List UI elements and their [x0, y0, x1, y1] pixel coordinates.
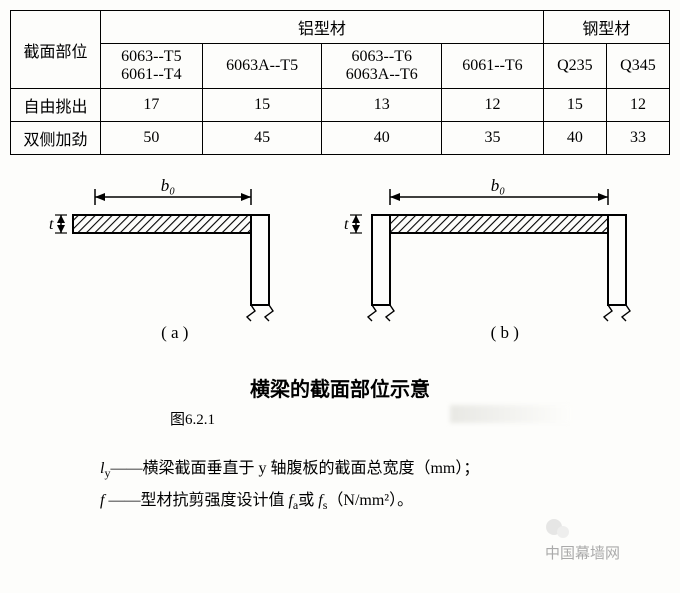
figure-number: 图6.2.1	[170, 408, 670, 429]
col-h-0: 6063--T56061--T4	[101, 44, 203, 89]
def-f: f ——型材抗剪强度设计值 fa或 fs（N/mm²）。	[100, 485, 670, 517]
diagram-row: b₀ t b₀ t	[10, 175, 670, 325]
group-steel: 钢型材	[543, 11, 669, 44]
col-h-5: Q345	[606, 44, 669, 89]
rowhead-label: 截面部位	[11, 11, 101, 89]
blur-artifact	[450, 405, 570, 423]
diagram-a: b₀ t	[33, 175, 283, 325]
label-b: ( b )	[491, 323, 519, 343]
col-h-2: 6063--T66063A--T6	[322, 44, 442, 89]
col-h-3: 6061--T6	[442, 44, 544, 89]
b0-label: b₀	[160, 176, 175, 195]
table-row: 自由挑出 17 15 13 12 15 12	[11, 89, 670, 122]
watermark: 中国幕墙网	[545, 516, 620, 563]
label-a: ( a )	[161, 323, 188, 343]
spec-table: 截面部位 铝型材 钢型材 6063--T56061--T4 6063A--T5 …	[10, 10, 670, 155]
col-h-1: 6063A--T5	[202, 44, 322, 89]
definitions: ly——横梁截面垂直于 y 轴腹板的截面总宽度（mm）； f ——型材抗剪强度设…	[100, 453, 670, 517]
table-row: 双侧加劲 50 45 40 35 40 33	[11, 122, 670, 155]
t-label-b: t	[344, 216, 349, 233]
t-label-a: t	[49, 216, 54, 233]
diagram-title: 横梁的截面部位示意	[10, 373, 670, 402]
diagram-b: b₀ t	[328, 175, 648, 325]
wechat-icon	[545, 516, 571, 542]
col-h-4: Q235	[543, 44, 606, 89]
def-ly: ly——横梁截面垂直于 y 轴腹板的截面总宽度（mm）；	[100, 453, 670, 485]
group-aluminum: 铝型材	[101, 11, 544, 44]
diagram-labels: ( a ) ( b )	[10, 323, 670, 343]
b0-label-b: b₀	[490, 176, 505, 195]
